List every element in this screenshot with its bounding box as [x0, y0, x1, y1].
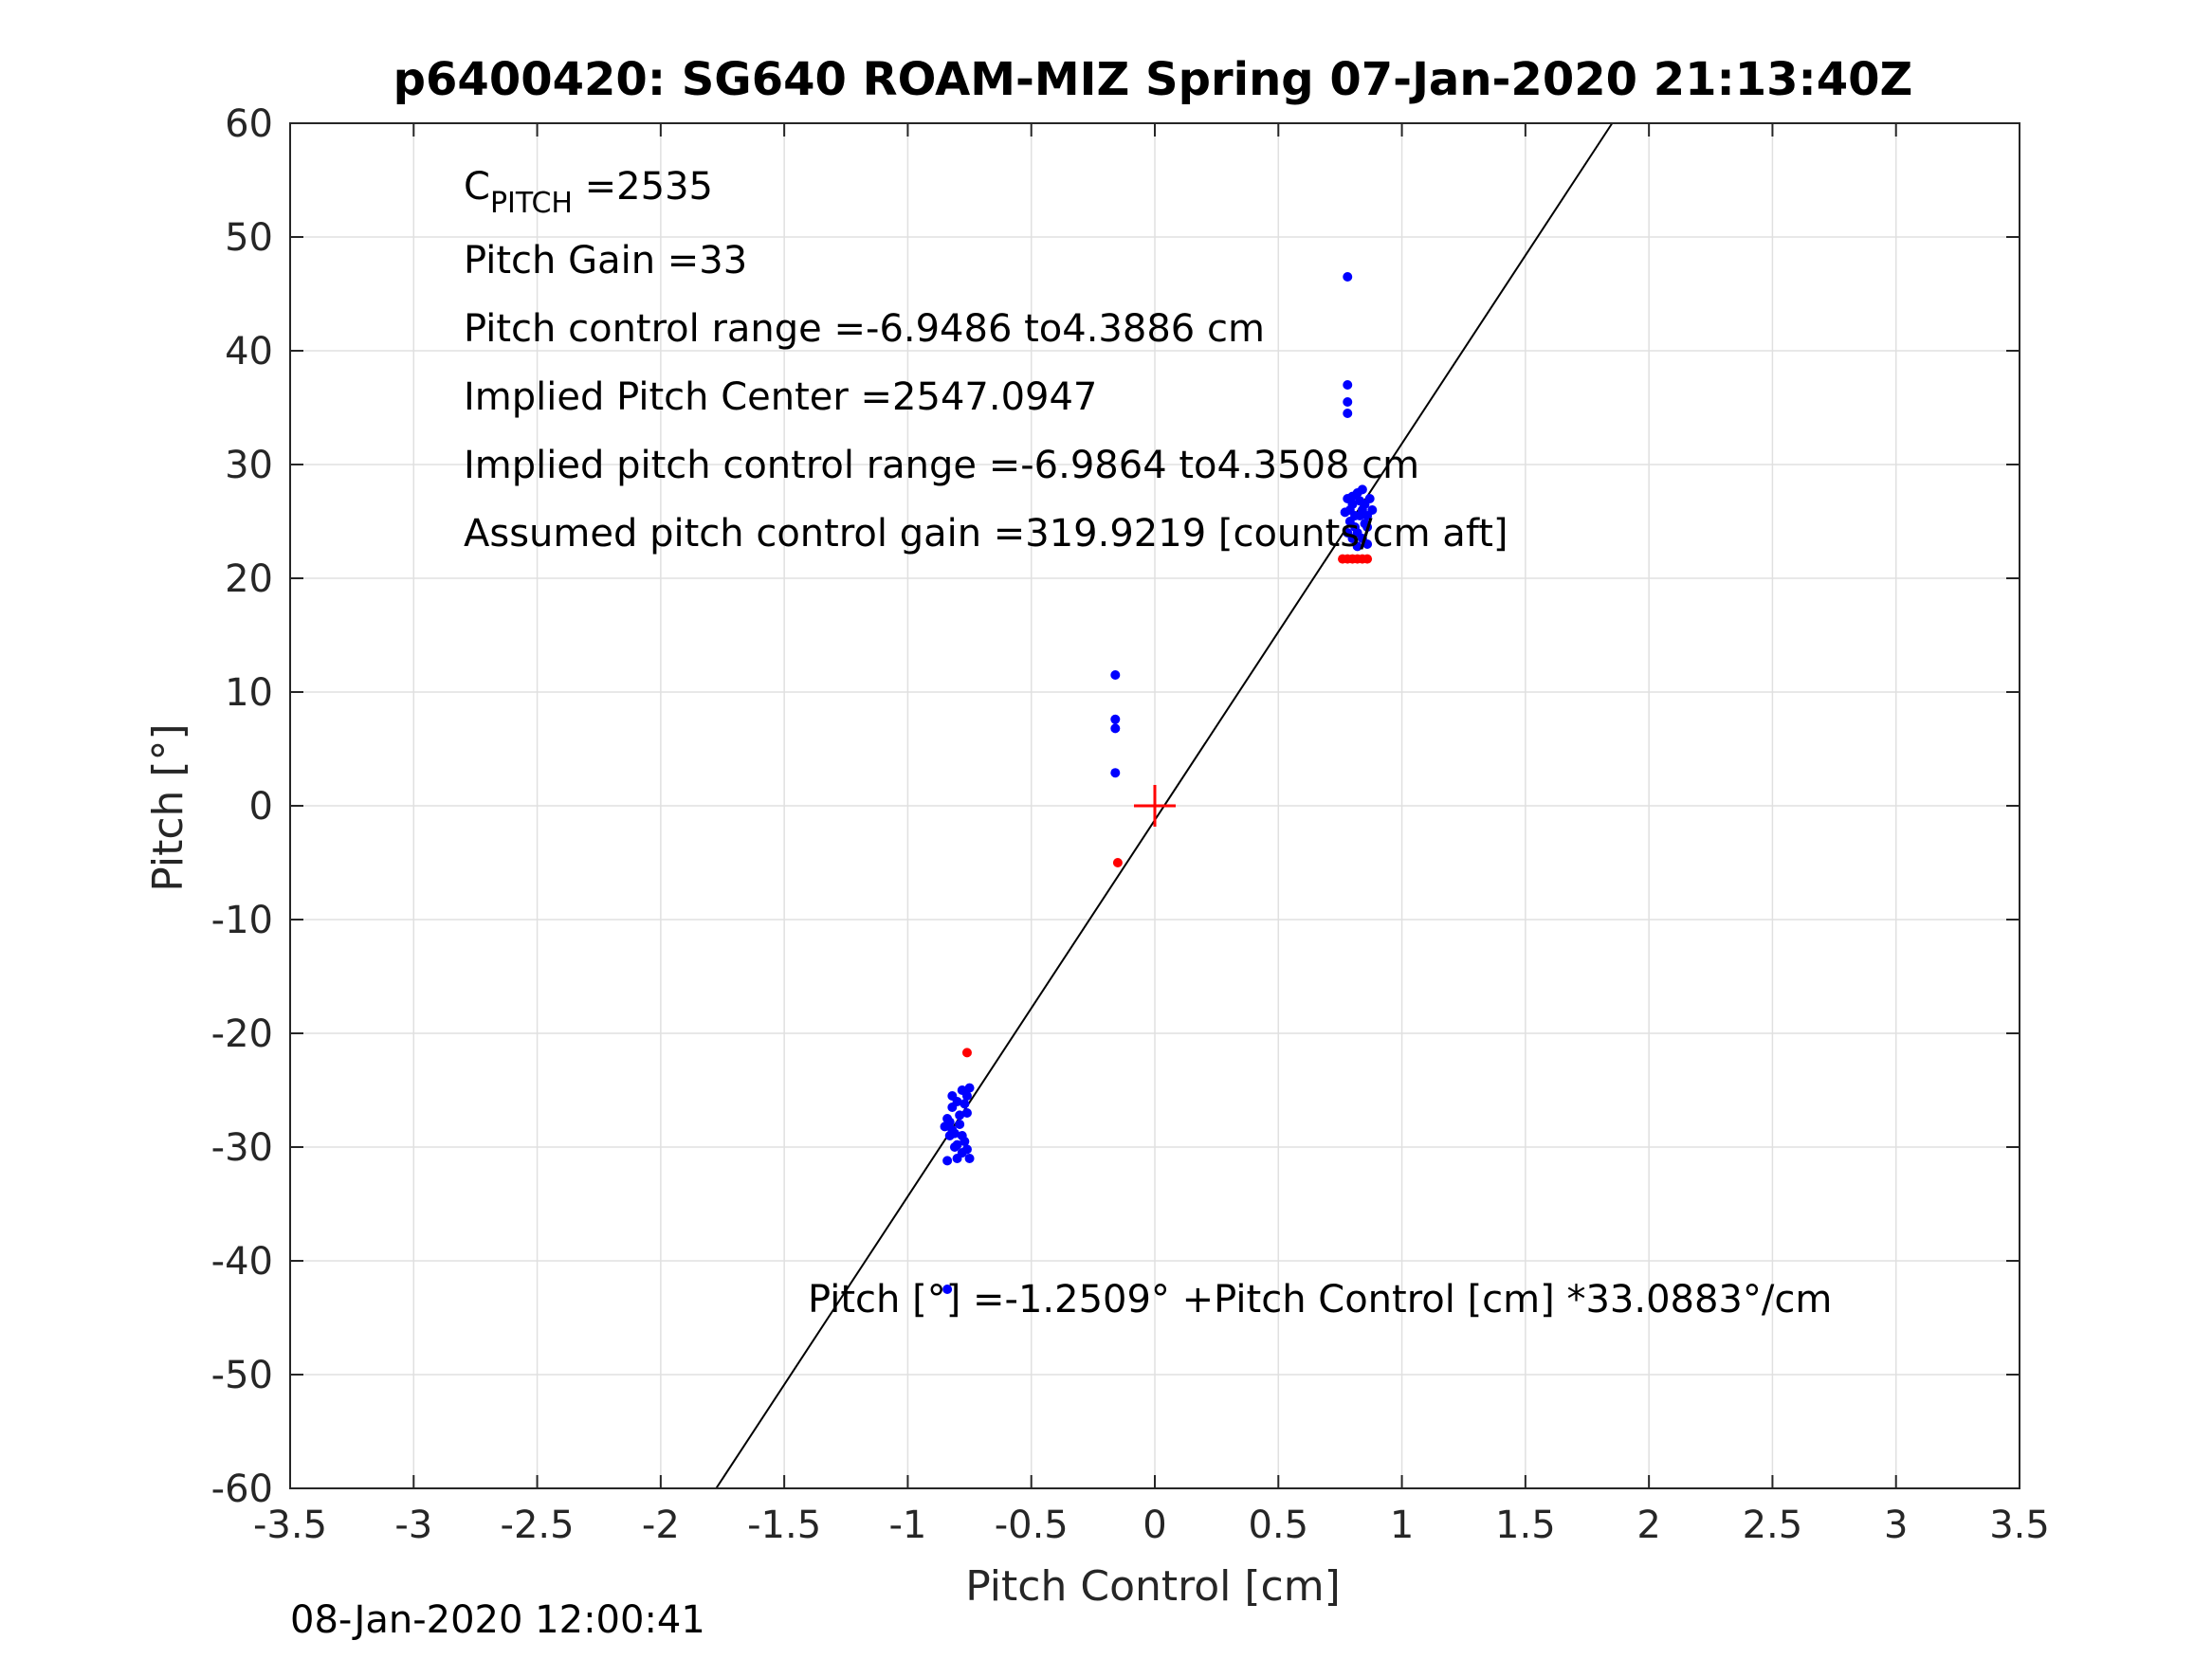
x-tick-label: 0.5 — [1248, 1504, 1308, 1547]
blue-data-point — [957, 1131, 967, 1140]
blue-data-point — [961, 1108, 972, 1118]
blue-data-point — [947, 1091, 958, 1101]
blue-data-point — [940, 1121, 950, 1132]
chart-title: p6400420: SG640 ROAM-MIZ Spring 07-Jan-2… — [393, 53, 1913, 106]
c-pitch-main: C — [464, 165, 490, 209]
c-pitch-value: =2535 — [573, 165, 713, 209]
blue-data-point — [1355, 496, 1365, 506]
y-tick-label: -40 — [211, 1240, 273, 1284]
y-tick-label: 60 — [225, 102, 273, 146]
blue-data-point — [1110, 670, 1121, 680]
pitch-control-range-annotation: Pitch control range =-6.9486 to4.3886 cm — [464, 307, 1265, 351]
blue-data-point — [947, 1103, 958, 1112]
grid-lines — [289, 122, 2020, 1489]
blue-data-point — [952, 1139, 962, 1150]
x-tick-label: 3.5 — [1989, 1504, 2050, 1547]
x-tick-label: -1.5 — [747, 1504, 821, 1547]
blue-data-point — [964, 1154, 975, 1163]
y-tick-label: -50 — [211, 1354, 273, 1397]
y-tick-label: -20 — [211, 1012, 273, 1056]
axis-ticks: -3.5 -3 -2.5 -2 -1.5 -1 -0.5 0 0.5 1 1.5 2 2.5 3 3.5 -6… — [211, 102, 2050, 1547]
blue-data-point — [1343, 397, 1353, 407]
blue-data-point — [1364, 494, 1375, 503]
blue-data-point — [961, 1091, 972, 1101]
x-axis-label: Pitch Control [cm] — [965, 1562, 1341, 1611]
x-tick-label: 1.5 — [1495, 1504, 1556, 1547]
blue-data-point — [1352, 541, 1362, 552]
center-marker — [1134, 785, 1176, 827]
x-tick-label: 0 — [1143, 1504, 1166, 1547]
x-tick-label: 2 — [1636, 1504, 1660, 1547]
c-pitch-annotation: CPITCH =2535 — [464, 165, 713, 220]
blue-data-point — [964, 1083, 975, 1093]
blue-data-point — [1360, 519, 1370, 529]
blue-data-point — [1350, 511, 1361, 520]
blue-data-point — [1340, 507, 1350, 518]
blue-data-point — [1343, 272, 1353, 282]
x-tick-label: -3 — [394, 1504, 432, 1547]
blue-data-point — [1110, 714, 1121, 724]
footer-timestamp: 08-Jan-2020 12:00:41 — [290, 1598, 705, 1642]
x-tick-label: 2.5 — [1743, 1504, 1803, 1547]
blue-data-point — [1347, 491, 1358, 501]
blue-data-point — [1343, 380, 1353, 390]
y-tick-label: 10 — [225, 671, 273, 715]
blue-data-point — [955, 1120, 965, 1129]
red-data-point — [961, 1048, 972, 1058]
red-data-point — [1362, 554, 1373, 564]
x-tick-label: 1 — [1390, 1504, 1414, 1547]
y-tick-label: 20 — [225, 557, 273, 601]
blue-data-point — [1343, 409, 1353, 418]
blue-data-point — [960, 1099, 970, 1109]
blue-data-point — [942, 1285, 953, 1294]
blue-data-point — [1110, 723, 1121, 734]
x-tick-label: -2 — [642, 1504, 680, 1547]
x-tick-label: -2.5 — [501, 1504, 575, 1547]
pitch-gain-annotation: Pitch Gain =33 — [464, 239, 747, 283]
y-tick-label: -30 — [211, 1126, 273, 1170]
blue-data-point — [952, 1154, 962, 1163]
assumed-gain-annotation: Assumed pitch control gain =319.9219 [co… — [464, 512, 1508, 556]
implied-pitch-center-annotation: Implied Pitch Center =2547.0947 — [464, 375, 1097, 419]
blue-data-point — [1362, 539, 1373, 549]
blue-data-point — [961, 1144, 972, 1155]
blue-data-point — [1110, 768, 1121, 778]
blue-data-point — [942, 1156, 953, 1166]
blue-data-point — [955, 1110, 965, 1121]
fit-equation-annotation: Pitch [°] =-1.2509° +Pitch Control [cm] … — [808, 1278, 1832, 1322]
x-tick-label: -0.5 — [995, 1504, 1069, 1547]
y-axis-label: Pitch [°] — [144, 723, 192, 891]
blue-data-point — [1367, 505, 1378, 515]
y-tick-label: -10 — [211, 899, 273, 942]
y-tick-label: 30 — [225, 444, 273, 487]
y-tick-label: -60 — [211, 1468, 273, 1511]
red-data-point — [1112, 858, 1123, 867]
c-pitch-subscript: PITCH — [490, 187, 573, 220]
y-tick-label: 0 — [249, 785, 273, 829]
data-points — [940, 272, 1378, 1294]
y-tick-label: 50 — [225, 216, 273, 260]
x-tick-label: 3 — [1884, 1504, 1908, 1547]
annotation-block: CPITCH =2535 Pitch Gain =33 Pitch contro… — [464, 165, 1832, 1322]
blue-data-point — [949, 1128, 960, 1139]
x-tick-label: -1 — [888, 1504, 926, 1547]
y-tick-label: 40 — [225, 330, 273, 374]
implied-pitch-control-range-annotation: Implied pitch control range =-6.9864 to4… — [464, 444, 1419, 487]
blue-data-point — [1357, 484, 1367, 495]
x-tick-label: -3.5 — [253, 1504, 327, 1547]
